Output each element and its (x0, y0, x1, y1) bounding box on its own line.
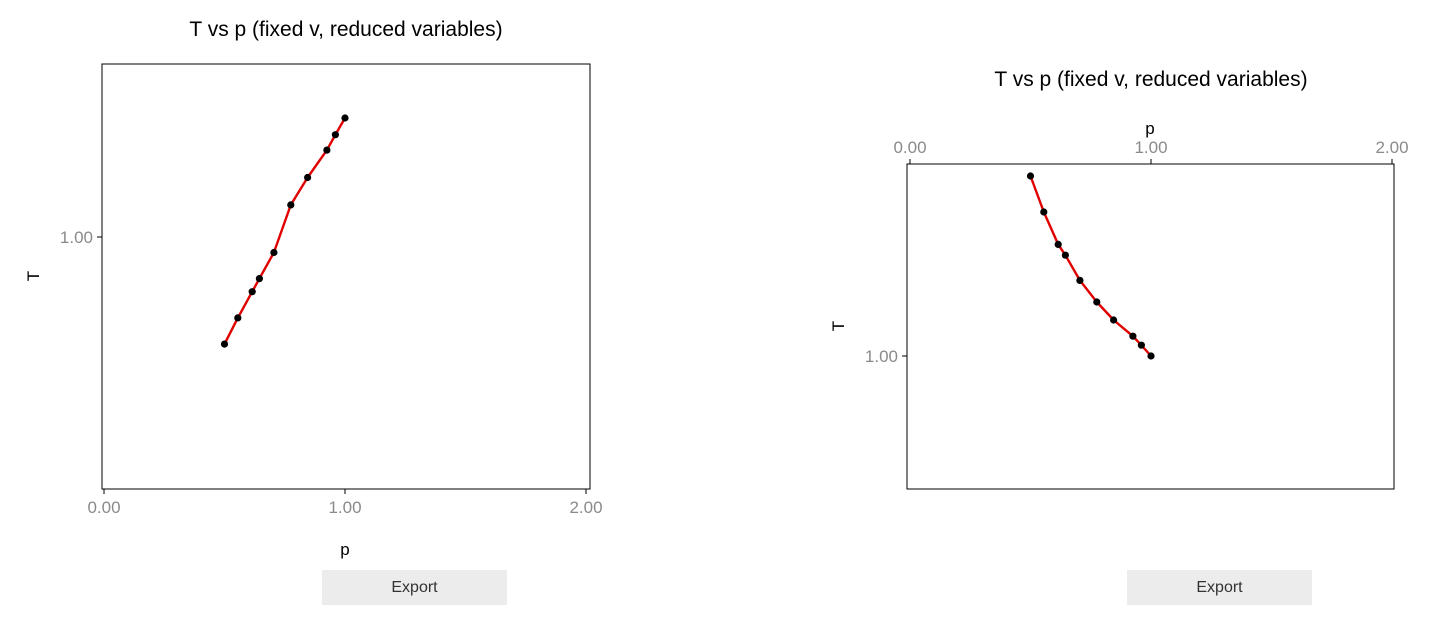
data-point (323, 146, 331, 154)
data-point (1093, 298, 1101, 306)
data-point (1137, 341, 1145, 349)
data-point (220, 340, 229, 348)
data-point (1129, 332, 1137, 340)
data-point (1061, 251, 1069, 259)
plot-frame (101, 63, 591, 490)
data-point (255, 275, 263, 283)
data-point (341, 114, 349, 122)
data-point (270, 248, 278, 257)
chart-title: T vs p (fixed v, reduced variables) (994, 68, 1307, 91)
x-axis-label: p (1145, 119, 1154, 138)
series-line (223, 117, 347, 345)
chart-right-svg: T vs p (fixed v, reduced variables) 0.00… (829, 68, 1409, 490)
data-point (248, 288, 256, 296)
y-tick-label: 1.00 (60, 228, 93, 247)
x-tick-label: 0.00 (893, 138, 926, 157)
chart-panel-right: T vs p (fixed v, reduced variables) 0.00… (727, 0, 1455, 627)
chart-left-svg: T vs p (fixed v, reduced variables) 0.00… (24, 18, 603, 559)
x-axis-label: p (340, 540, 349, 559)
chart-panel-left: T vs p (fixed v, reduced variables) 0.00… (0, 0, 727, 627)
data-point (234, 314, 242, 322)
data-point (1026, 172, 1035, 180)
data-point (1076, 276, 1084, 284)
export-button[interactable]: Export (1127, 570, 1312, 605)
data-point (1040, 208, 1048, 216)
x-tick-label: 0.00 (87, 498, 120, 517)
export-button[interactable]: Export (322, 570, 507, 605)
x-tick-label: 1.00 (328, 498, 361, 517)
data-point (304, 173, 312, 182)
y-axis-label: T (24, 271, 43, 281)
y-tick-label: 1.00 (865, 347, 898, 366)
data-point (1147, 352, 1155, 360)
data-point (1110, 316, 1118, 324)
y-axis-label: T (829, 321, 848, 331)
plot-frame (906, 163, 1395, 490)
data-point (331, 131, 339, 139)
data-point (1054, 240, 1062, 248)
chart-title: T vs p (fixed v, reduced variables) (189, 18, 502, 41)
x-tick-label: 2.00 (569, 498, 602, 517)
x-tick-label: 1.00 (1134, 138, 1167, 157)
data-point (287, 201, 295, 209)
series-line (1029, 175, 1152, 357)
x-tick-label: 2.00 (1375, 138, 1408, 157)
